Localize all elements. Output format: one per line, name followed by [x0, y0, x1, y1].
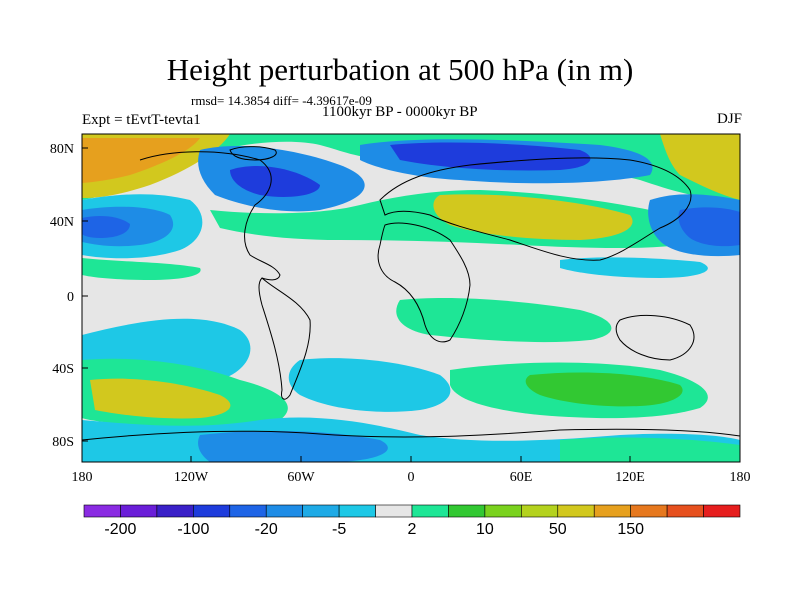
colorbar-swatch	[630, 504, 668, 518]
field-nw-orange	[82, 138, 200, 183]
colorbar-label: -20	[255, 521, 278, 538]
field-antarctic-core	[198, 430, 388, 462]
map-field	[82, 134, 740, 462]
lat-tick-label: 80S	[52, 435, 74, 450]
field-antarctic-pos	[560, 437, 740, 462]
lon-tick-label: 60E	[510, 470, 533, 485]
colorbar-swatch	[557, 504, 595, 518]
lon-axis: 180 120W 60W 0 60E 120E 180	[72, 456, 751, 485]
coast-africa	[377, 222, 471, 343]
field-sh-atl-pos	[396, 298, 612, 343]
colorbar-swatch	[229, 504, 267, 518]
colorbar-label: -200	[104, 521, 136, 538]
lon-tick-label: 180	[730, 470, 751, 485]
lat-tick-label: 0	[67, 290, 74, 305]
lon-tick-label: 180	[72, 470, 93, 485]
field-ne-yellow	[660, 134, 740, 200]
lat-tick-label: 40S	[52, 362, 74, 377]
lat-axis: 80N 40N 0 40S 80S	[50, 142, 88, 450]
colorbar-swatch	[193, 504, 231, 518]
field-ne-pacific-core	[678, 207, 740, 247]
colorbar-swatch	[666, 504, 704, 518]
colorbar-label: -5	[332, 521, 346, 538]
colorbar-swatch	[703, 504, 741, 518]
colorbar-label: 50	[549, 521, 567, 538]
lon-tick-label: 120W	[174, 470, 209, 485]
colorbar-label: 2	[408, 521, 417, 538]
colorbar-label: 10	[476, 521, 494, 538]
field-eurasia-core	[390, 142, 591, 171]
field-sh-atl-neg	[288, 358, 451, 412]
coast-greenland	[229, 146, 277, 161]
colorbar	[83, 504, 741, 518]
coast-north-america	[139, 151, 281, 281]
coast-australia	[615, 315, 695, 361]
lat-tick-label: 80N	[50, 142, 74, 157]
colorbar-swatch	[484, 504, 522, 518]
lat-tick-label: 40N	[50, 215, 74, 230]
coast-antarctica	[82, 428, 740, 441]
colorbar-swatch	[265, 504, 303, 518]
field-sh-high	[90, 378, 231, 419]
colorbar-swatch	[375, 504, 413, 518]
colorbar-swatch	[302, 504, 340, 518]
stats-subtitle: rmsd= 14.3854 diff= -4.39617e-09	[191, 93, 372, 108]
colorbar-swatch	[120, 504, 158, 518]
period-label: 1100kyr BP - 0000kyr BP	[322, 104, 478, 120]
map-title: Height perturbation at 500 hPa (in m)	[166, 52, 634, 87]
colorbar-swatch	[593, 504, 631, 518]
lon-tick-label: 0	[408, 470, 415, 485]
field-sh-ind-high	[525, 372, 683, 407]
colorbar-labels: -200 -100 -20 -5 2 10 50 150	[104, 521, 644, 538]
colorbar-swatch	[156, 504, 194, 518]
coast-eurasia	[379, 157, 692, 261]
coastlines	[82, 146, 740, 441]
lon-tick-label: 120E	[615, 470, 645, 485]
field-tropical-pos	[82, 258, 201, 280]
field-tropical-neg	[560, 257, 708, 278]
field-asia-high	[433, 194, 633, 240]
experiment-label: Expt = tEvtT-tevta1	[82, 112, 201, 128]
colorbar-label: -100	[177, 521, 209, 538]
field-pacific-core	[82, 216, 130, 238]
coast-south-america	[258, 277, 311, 400]
colorbar-swatch	[411, 504, 449, 518]
field-na-core	[230, 165, 320, 197]
colorbar-swatch	[521, 504, 559, 518]
colorbar-swatch	[448, 504, 486, 518]
colorbar-swatch	[83, 504, 121, 518]
colorbar-label: 150	[617, 521, 644, 538]
season-label: DJF	[716, 111, 742, 127]
colorbar-swatch	[338, 504, 376, 518]
lon-tick-label: 60W	[287, 470, 315, 485]
